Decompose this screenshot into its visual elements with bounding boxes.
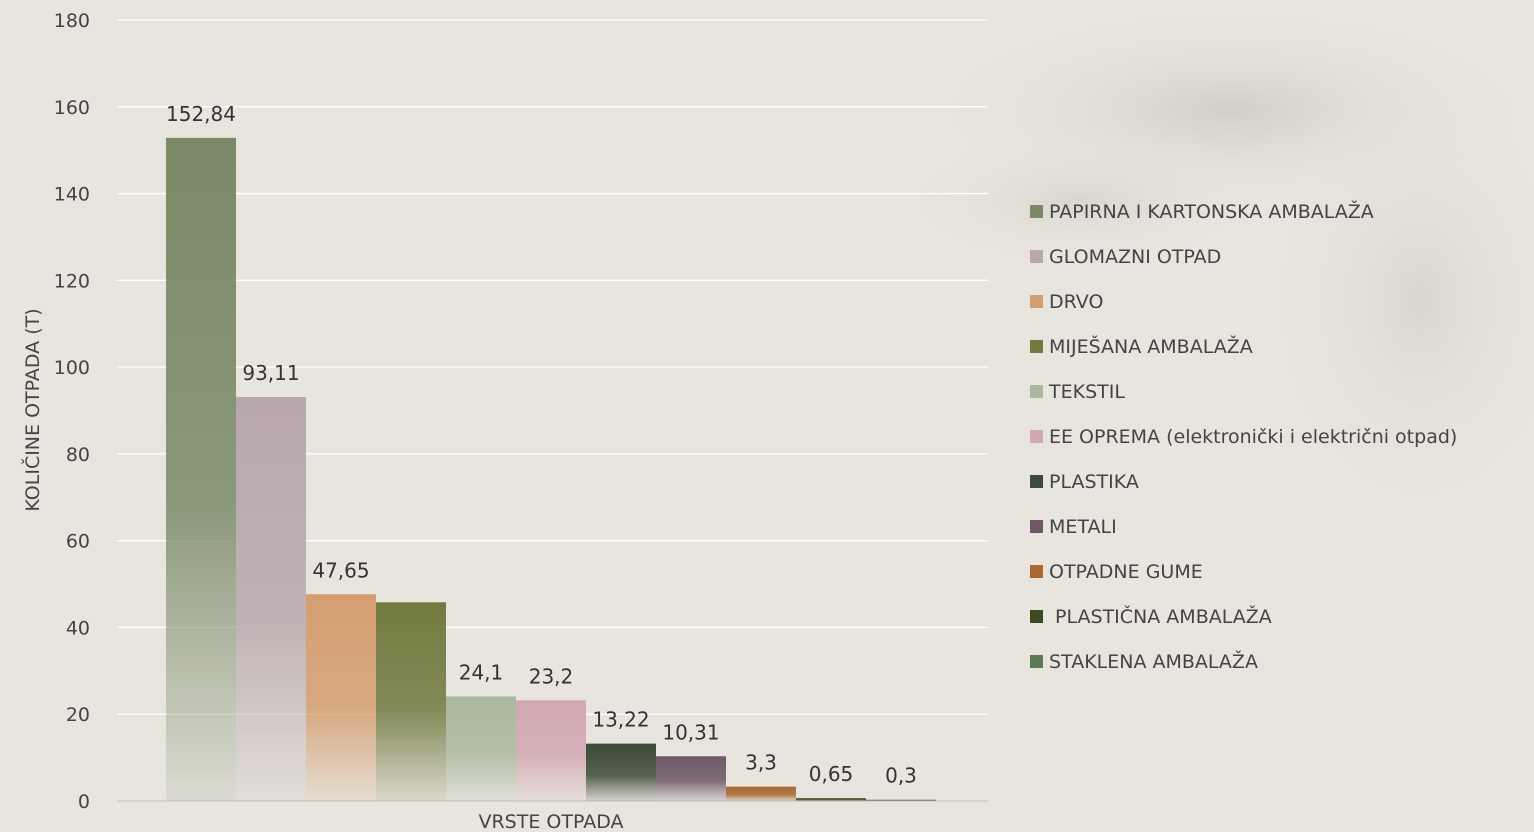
y-tick-label: 80 <box>66 444 90 466</box>
y-axis-ticks: 0 20 40 60 80 100 120 140 160 180 <box>54 10 90 813</box>
y-tick-label: 120 <box>54 270 90 292</box>
legend-label: STAKLENA AMBALAŽA <box>1049 650 1258 673</box>
legend-label: PAPIRNA I KARTONSKA AMBALAŽA <box>1049 200 1374 223</box>
legend-swatch <box>1030 655 1043 668</box>
data-label: 3,3 <box>745 751 777 775</box>
legend-item: PLASTIKA <box>1030 459 1457 504</box>
legend-item: EE OPREMA (elektronički i električni otp… <box>1030 414 1457 459</box>
bar <box>236 397 306 801</box>
legend-label: TEKSTIL <box>1049 380 1125 403</box>
legend-label: MIJEŠANA AMBALAŽA <box>1049 335 1253 358</box>
data-label: 23,2 <box>529 664 574 688</box>
legend-swatch <box>1030 520 1043 533</box>
legend-swatch <box>1030 475 1043 488</box>
legend-swatch <box>1030 565 1043 578</box>
bar <box>516 700 586 801</box>
y-tick-label: 140 <box>54 184 90 206</box>
legend-item: PLASTIČNA AMBALAŽA <box>1030 594 1457 639</box>
legend-item: PAPIRNA I KARTONSKA AMBALAŽA <box>1030 189 1457 234</box>
data-label: 47,65 <box>312 558 369 582</box>
legend-label: METALI <box>1049 515 1117 538</box>
legend-label: EE OPREMA (elektronički i električni otp… <box>1049 425 1458 448</box>
y-tick-label: 60 <box>66 531 90 553</box>
data-label: 10,31 <box>662 720 719 744</box>
legend-label: PLASTIČNA AMBALAŽA <box>1049 605 1272 628</box>
data-label: 152,84 <box>166 102 236 126</box>
legend-item: OTPADNE GUME <box>1030 549 1457 594</box>
bar <box>446 696 516 801</box>
y-axis-title: KOLIČINE OTPADA (T) <box>20 308 44 511</box>
legend-swatch <box>1030 385 1043 398</box>
bar <box>306 594 376 801</box>
legend-swatch <box>1030 205 1043 218</box>
data-label: 13,22 <box>592 708 649 732</box>
bars <box>166 137 936 801</box>
legend-label: PLASTIKA <box>1049 470 1139 493</box>
bar <box>866 799 936 801</box>
legend-item: MIJEŠANA AMBALAŽA <box>1030 324 1457 369</box>
y-tick-label: 180 <box>54 10 90 32</box>
data-label: 93,11 <box>242 361 299 385</box>
y-tick-label: 0 <box>78 791 90 813</box>
legend-label: OTPADNE GUME <box>1049 560 1203 583</box>
legend-label: GLOMAZNI OTPAD <box>1049 245 1222 268</box>
legend-item: GLOMAZNI OTPAD <box>1030 234 1457 279</box>
y-tick-label: 100 <box>54 357 90 379</box>
legend-swatch <box>1030 295 1043 308</box>
x-axis-title: VRSTE OTPADA <box>478 811 623 832</box>
legend-swatch <box>1030 340 1043 353</box>
bar <box>586 743 656 801</box>
data-labels: 152,84 93,11 47,65 24,1 23,2 13,22 10,31 3,3 0,6… <box>166 102 917 788</box>
legend-item: DRVO <box>1030 279 1457 324</box>
legend-item: STAKLENA AMBALAŽA <box>1030 639 1457 684</box>
legend-swatch <box>1030 250 1043 263</box>
bar <box>376 602 446 801</box>
bar <box>726 786 796 801</box>
legend-item: TEKSTIL <box>1030 369 1457 414</box>
bar <box>656 756 726 801</box>
legend-label: DRVO <box>1049 290 1104 313</box>
data-label: 0,3 <box>885 764 917 788</box>
bar <box>796 798 866 801</box>
y-tick-label: 40 <box>66 617 90 639</box>
legend-item: METALI <box>1030 504 1457 549</box>
y-tick-label: 20 <box>66 704 90 726</box>
y-tick-label: 160 <box>54 97 90 119</box>
data-label: 24,1 <box>459 660 504 684</box>
legend-swatch <box>1030 430 1043 443</box>
data-label: 0,65 <box>809 762 854 786</box>
bar <box>166 137 236 801</box>
legend-swatch <box>1030 610 1043 623</box>
legend: PAPIRNA I KARTONSKA AMBALAŽA GLOMAZNI OTP… <box>1030 189 1457 684</box>
